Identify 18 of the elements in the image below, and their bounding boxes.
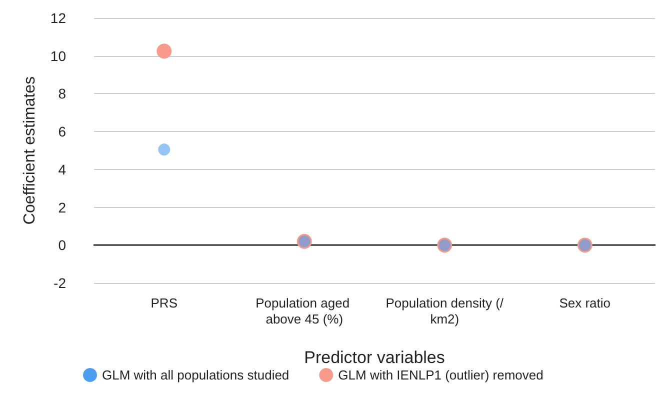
- x-tick-label: Population density (/km2): [386, 296, 504, 326]
- point: [158, 144, 170, 156]
- x-tick-label: Sex ratio: [559, 296, 611, 310]
- legend-label: GLM with all populations studied: [102, 368, 290, 382]
- y-tick-label: 6: [58, 124, 66, 140]
- y-tick-label: 2: [58, 199, 66, 216]
- x-tick-label: Population aged above 45 (%): [256, 296, 354, 326]
- y-tick-label: 10: [50, 48, 66, 64]
- y-axis-title: Coefficient estimates: [22, 76, 38, 225]
- y-tick-label: 0: [58, 237, 66, 254]
- legend-label: GLM with IENLP1 (outlier) removed: [338, 368, 544, 382]
- y-tick-label: -2: [54, 275, 66, 291]
- y-tick-label: 8: [58, 86, 66, 102]
- y-tick-label: 4: [58, 161, 66, 178]
- x-tick-label: PRS: [150, 296, 178, 310]
- y-tick-label: 12: [50, 10, 66, 26]
- x-axis-title: Predictor variables: [304, 348, 445, 367]
- point: [156, 44, 172, 59]
